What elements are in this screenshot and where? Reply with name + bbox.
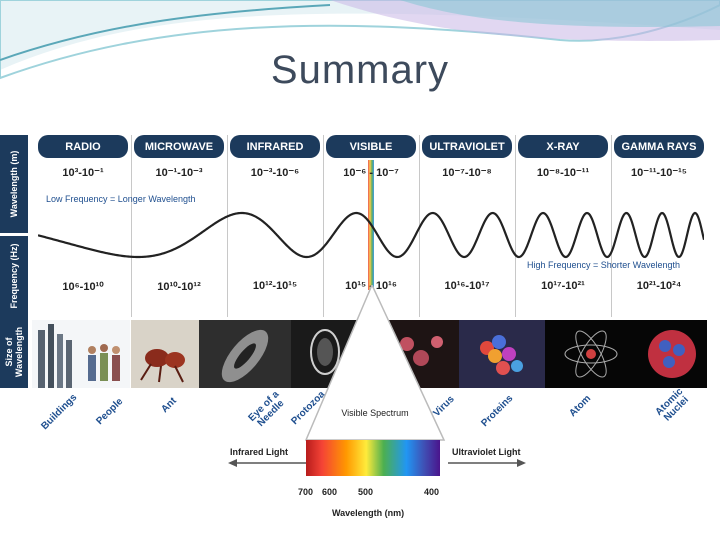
tick-400: 400 <box>424 487 440 497</box>
wavelength-infrared: 10⁻³-10⁻⁶ <box>250 167 300 179</box>
wavelength-side-label: Wavelength (m) <box>0 135 28 233</box>
visible-spectrum-label: Visible Spectrum <box>341 408 409 418</box>
frequency-side-label: Frequency (Hz) <box>0 236 28 316</box>
ultraviolet-arrow-icon <box>448 459 526 467</box>
caption-ant: Ant <box>159 395 179 416</box>
band-microwave: MICROWAVE <box>134 135 224 158</box>
frequency-gamma: 10²¹-10²⁴ <box>636 280 682 292</box>
wavelength-microwave: 10⁻¹-10⁻³ <box>155 167 203 179</box>
tick-700: 700 <box>298 487 314 497</box>
infrared-arrow-icon <box>228 459 306 467</box>
tick-500: 500 <box>358 487 374 497</box>
infrared-light-label: Infrared Light <box>230 447 288 457</box>
band-visible: VISIBLE <box>326 135 416 158</box>
proteins-illustration <box>459 320 545 388</box>
wavelength-radio: 10³-10⁻¹ <box>62 167 104 179</box>
frequency-ultraviolet: 10¹⁶-10¹⁷ <box>444 280 490 292</box>
band-ultraviolet: ULTRAVIOLET <box>422 135 512 158</box>
wavelength-xray: 10⁻⁸-10⁻¹¹ <box>536 167 590 179</box>
buildings-people-illustration <box>32 320 130 388</box>
atomic-nuclei-illustration <box>637 320 707 388</box>
band-infrared: INFRARED <box>230 135 320 158</box>
spectrum-callout-triangle <box>304 285 446 441</box>
wavelength-visible: 10⁻⁶ - 10⁻⁷ <box>343 167 399 179</box>
frequency-infrared: 10¹²-10¹⁵ <box>252 280 298 292</box>
caption-eye-of-needle: Eye of a Needle <box>246 388 287 429</box>
low-frequency-note: Low Frequency = Longer Wavelength <box>46 194 196 204</box>
atom-illustration <box>545 320 637 388</box>
em-wave <box>38 211 704 259</box>
wavelength-axis-label: Wavelength (nm) <box>332 508 405 518</box>
caption-buildings: Buildings <box>39 392 80 433</box>
frequency-xray: 10¹⁷-10²¹ <box>541 280 585 292</box>
ant-photo <box>131 320 199 388</box>
needle-photo <box>199 320 291 388</box>
tick-600: 600 <box>322 487 338 497</box>
ultraviolet-light-label: Ultraviolet Light <box>452 447 521 457</box>
frequency-microwave: 10¹⁰-10¹² <box>157 281 201 293</box>
size-side-label: Size of Wavelength <box>0 316 28 388</box>
caption-proteins: Proteins <box>479 392 516 430</box>
wavelength-gamma: 10⁻¹¹-10⁻¹⁵ <box>631 167 687 179</box>
caption-atom: Atom <box>567 393 594 420</box>
band-radio: RADIO <box>38 135 128 158</box>
slide-title: Summary <box>270 48 450 92</box>
band-gamma: GAMMA RAYS <box>614 135 704 158</box>
frequency-radio: 10⁶-10¹⁰ <box>62 281 104 293</box>
high-frequency-note: High Frequency = Shorter Wavelength <box>527 260 680 270</box>
wavelength-ultraviolet: 10⁻⁷-10⁻⁸ <box>442 167 492 179</box>
visible-spectrum-bar <box>306 440 440 476</box>
caption-people: People <box>94 396 126 428</box>
band-xray: X-RAY <box>518 135 608 158</box>
header-decoration <box>0 0 720 80</box>
